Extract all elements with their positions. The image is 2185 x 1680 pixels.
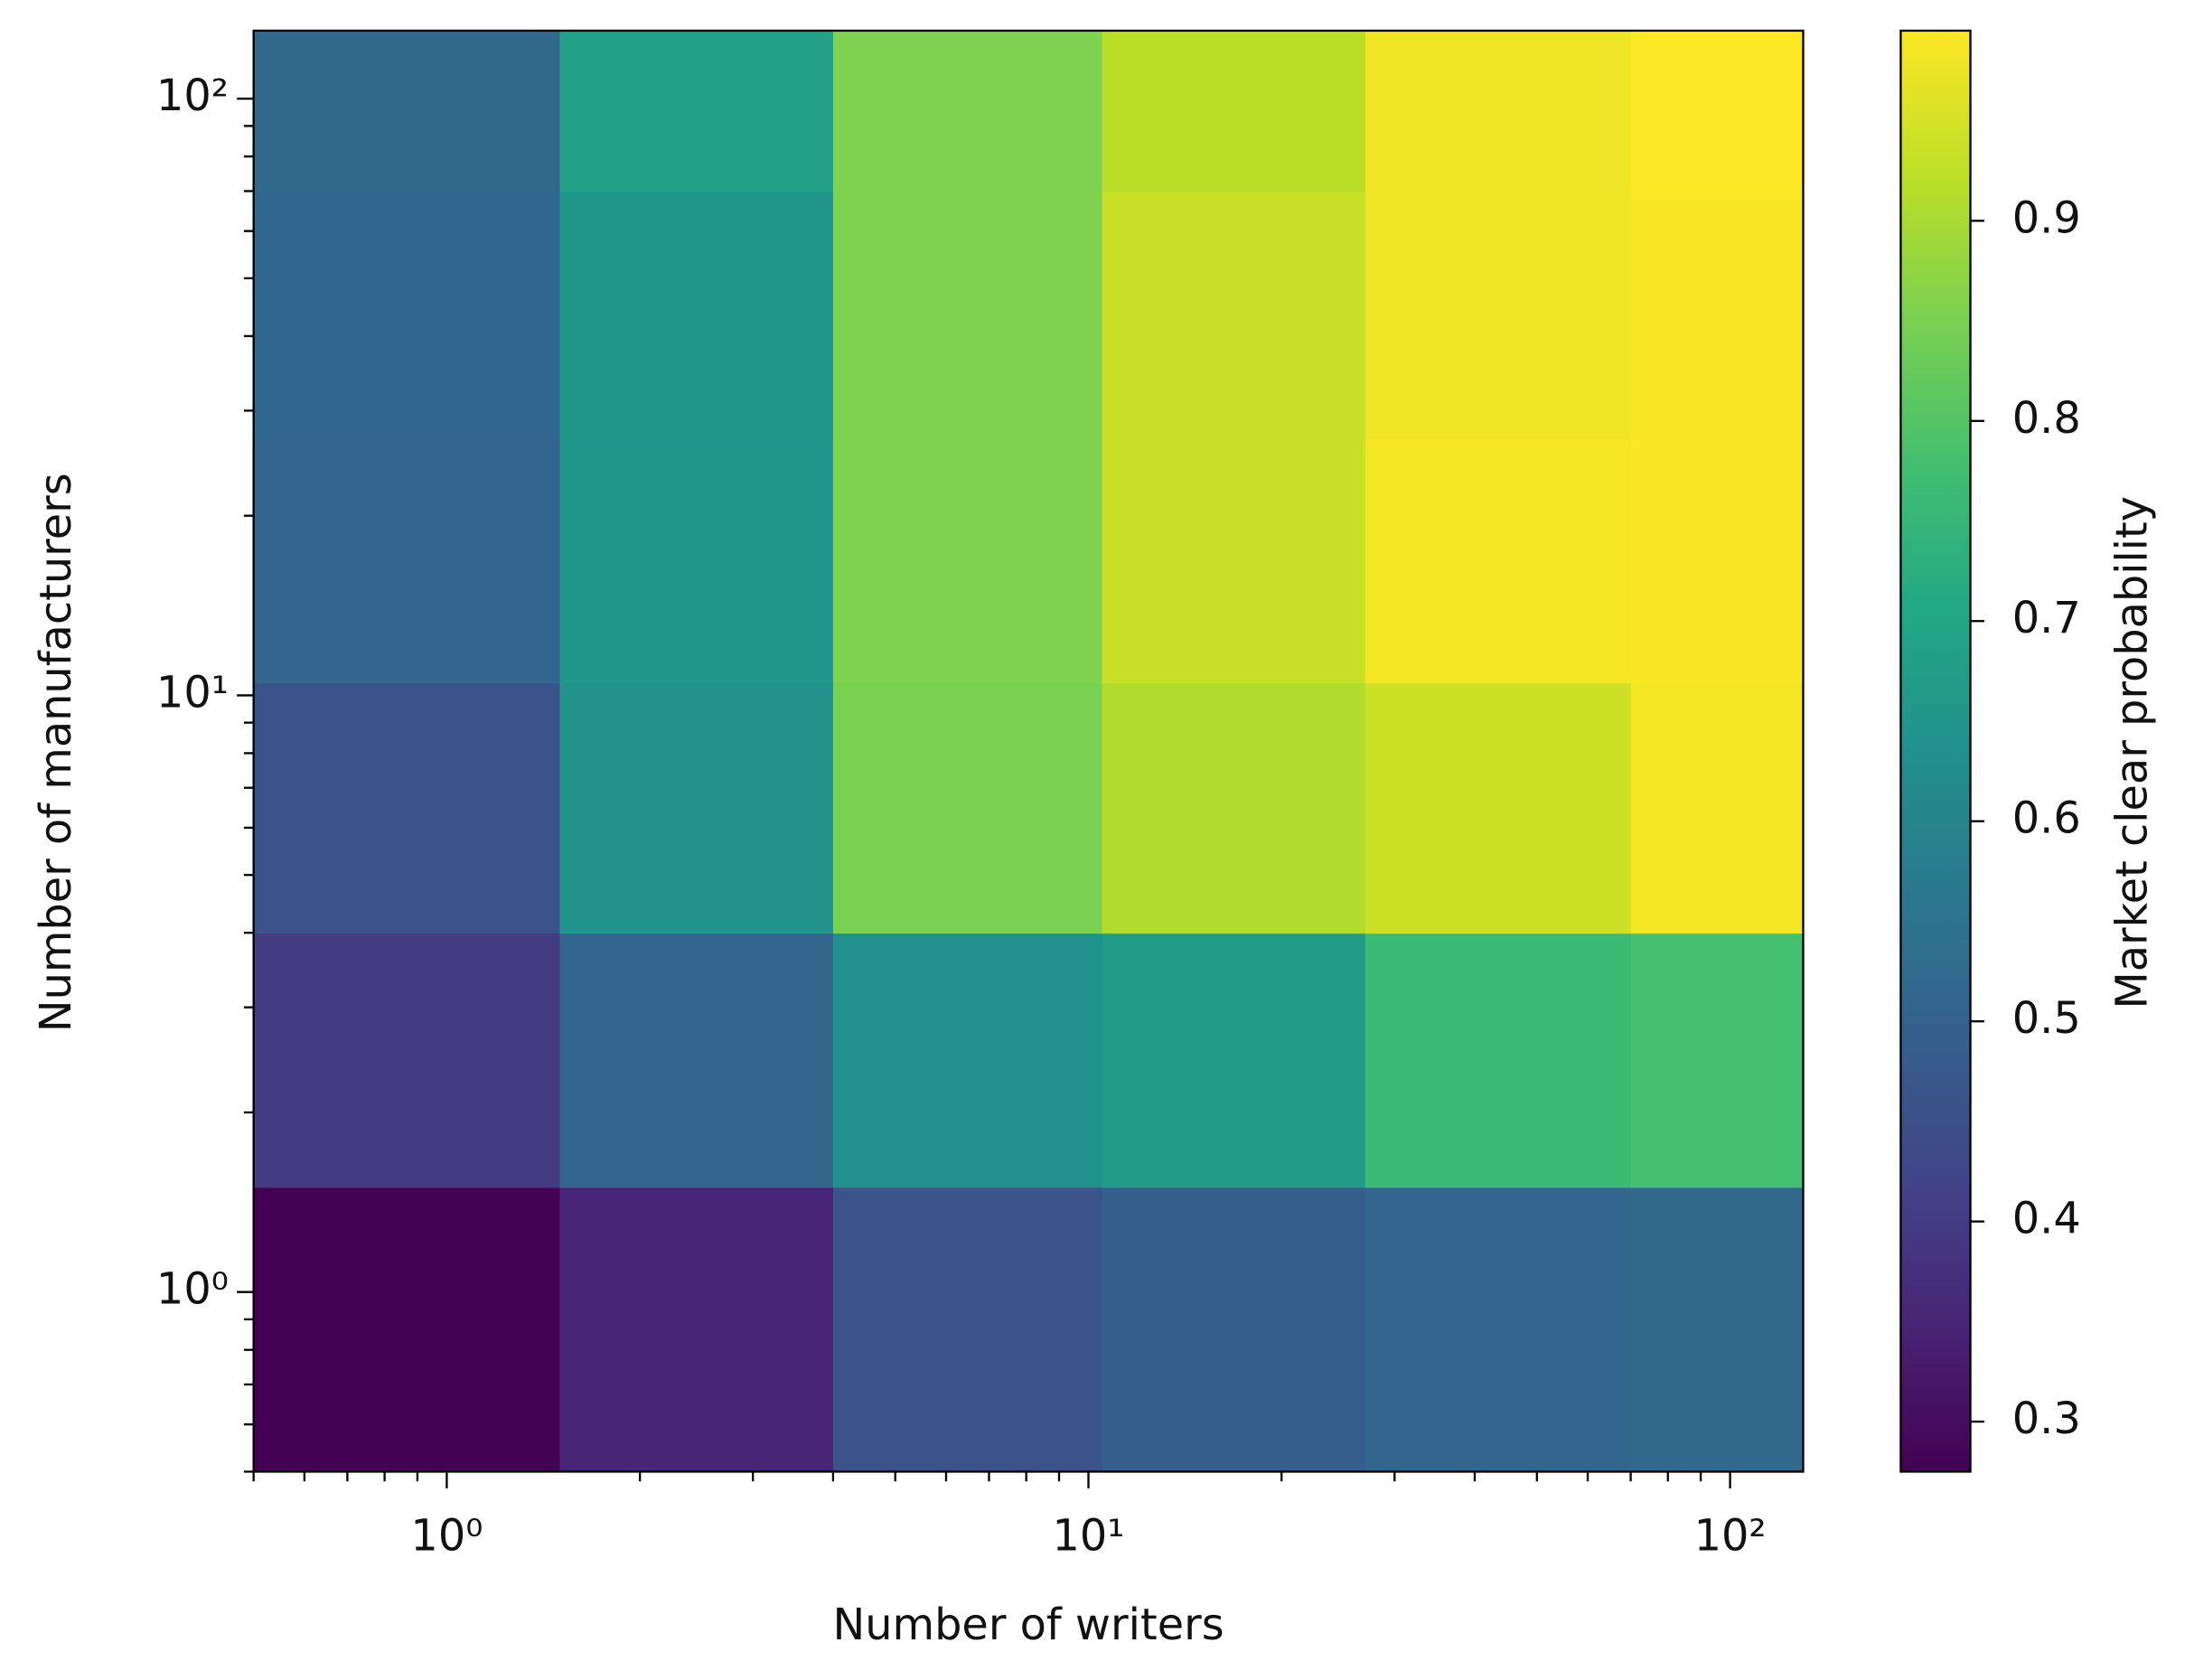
- heatmap-cell: [1102, 682, 1366, 934]
- heatmap-cell: [253, 30, 561, 192]
- colorbar-tick-label: 0.7: [2012, 594, 2081, 643]
- y-axis-label: Number of manufacturers: [32, 473, 81, 1032]
- x-axis-label: Number of writers: [832, 1600, 1224, 1650]
- heatmap-cell: [253, 191, 561, 439]
- heatmap-cell: [832, 933, 1103, 1188]
- heatmap-cell: [832, 191, 1103, 439]
- colorbar-tick-label: 0.6: [2012, 794, 2081, 844]
- heatmap-cell: [1364, 682, 1632, 934]
- y-tick-label: 10¹: [156, 668, 229, 718]
- colorbar-tick-label: 0.8: [2012, 394, 2081, 444]
- heatmap-cell: [559, 191, 834, 439]
- heatmap-cell: [1630, 437, 1805, 684]
- heatmap-cell: [253, 933, 561, 1188]
- y-tick-label: 10²: [156, 71, 229, 121]
- heatmap-cell: [253, 1187, 561, 1473]
- colorbar-label: Market clear probability: [2107, 496, 2157, 1009]
- colorbar-tick-label: 0.4: [2012, 1195, 2081, 1244]
- heatmap-cell: [1364, 191, 1632, 439]
- x-tick-label: 10¹: [1052, 1511, 1124, 1561]
- heatmap-cell: [1630, 30, 1805, 192]
- y-tick-label: 10⁰: [156, 1265, 229, 1315]
- heatmap-cell: [832, 437, 1103, 684]
- heatmap-cell: [1630, 1187, 1805, 1473]
- colorbar-tick-label: 0.3: [2012, 1394, 2081, 1444]
- heatmap-cell: [1364, 30, 1632, 192]
- plot-frame: [252, 29, 1805, 1473]
- heatmap-cell: [253, 682, 561, 934]
- heatmap-cell: [1364, 933, 1632, 1188]
- heatmap-cell: [1102, 30, 1366, 192]
- heatmap-cell: [559, 1187, 834, 1473]
- heatmap-cell: [832, 30, 1103, 192]
- heatmap-cell: [832, 1187, 1103, 1473]
- heatmap-cell: [253, 437, 561, 684]
- heatmap-cell: [1102, 1187, 1366, 1473]
- heatmap-cell: [1102, 437, 1366, 684]
- colorbar: [1899, 29, 1972, 1473]
- heatmap-cell: [559, 933, 834, 1188]
- heatmap-cell: [1102, 933, 1366, 1188]
- colorbar-tick-label: 0.9: [2012, 193, 2081, 243]
- heatmap-cell: [1630, 933, 1805, 1188]
- heatmap-cell: [1364, 1187, 1632, 1473]
- heatmap-cell: [1364, 437, 1632, 684]
- x-tick-label: 10²: [1694, 1511, 1767, 1561]
- heatmap-cell: [559, 437, 834, 684]
- heatmap-cell: [1630, 191, 1805, 439]
- heatmap-cell: [559, 682, 834, 934]
- heatmap-cell: [1102, 191, 1366, 439]
- heatmap-cell: [832, 682, 1103, 934]
- x-tick-label: 10⁰: [410, 1511, 483, 1561]
- heatmap-cell: [559, 30, 834, 192]
- colorbar-tick-label: 0.5: [2012, 994, 2081, 1044]
- heatmap-cell: [1630, 682, 1805, 934]
